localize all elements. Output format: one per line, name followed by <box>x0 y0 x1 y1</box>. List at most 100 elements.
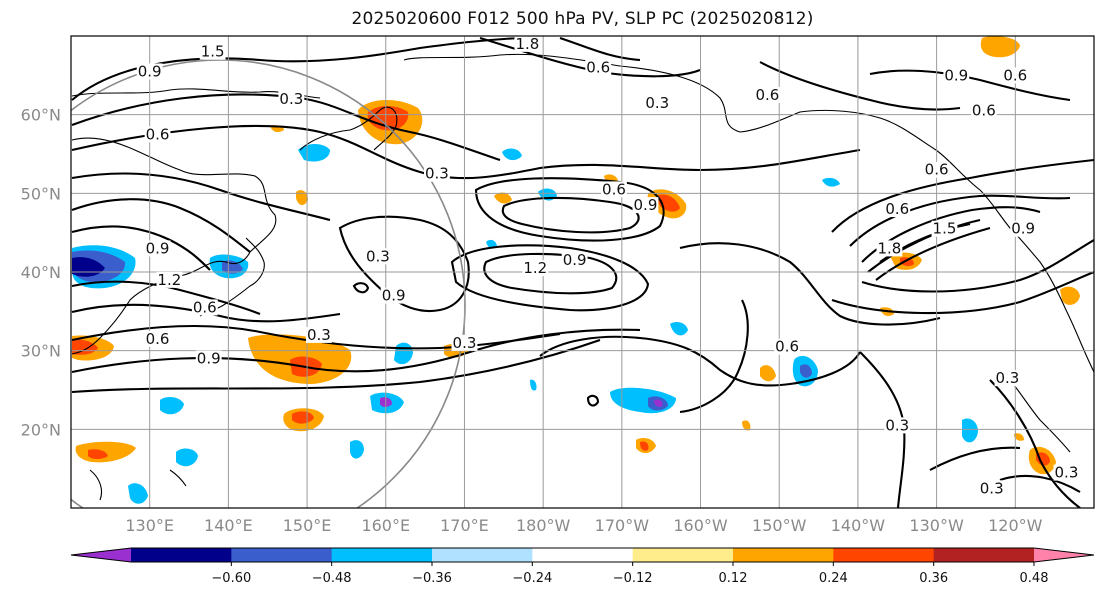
contour-label: 0.6 <box>586 58 610 76</box>
contour-label-bg <box>278 90 305 107</box>
colorbar-bin <box>432 548 533 562</box>
contour-label-bg <box>144 330 171 347</box>
contour-label: 0.6 <box>925 161 949 179</box>
contour-label: 0.3 <box>980 479 1004 497</box>
contour-label: 0.3 <box>645 94 669 112</box>
lat-tick-label: 60°N <box>21 106 61 125</box>
contour-label-bg <box>451 334 478 351</box>
contour-label-bg <box>1010 220 1037 237</box>
contour-label-bg <box>884 417 911 434</box>
contour-label-bg <box>644 94 671 111</box>
colorbar-bin <box>532 548 634 562</box>
contour-label-bg <box>943 67 970 84</box>
colorbar-extend-low <box>71 548 131 562</box>
contour-label-bg <box>199 43 226 60</box>
colorbar-tick-label: 0.12 <box>719 571 748 586</box>
contour-label-bg <box>923 161 950 178</box>
lat-tick-label: 20°N <box>21 420 61 439</box>
contour-label: 0.6 <box>775 338 799 356</box>
contour-labels: 1.50.90.30.60.30.60.91.2 0.90.30.91.20.90… <box>136 35 1080 497</box>
colorbar: −0.60 −0.48 −0.36 −0.24 −0.12 0.12 0.24 0.36 0.4… <box>70 547 1095 586</box>
contour-label: 0.6 <box>755 86 779 104</box>
contour-label: 0.3 <box>885 416 909 434</box>
lon-tick-label: 170°W <box>595 516 650 535</box>
contour-label: 0.6 <box>146 330 170 348</box>
lon-tick-label: 170°E <box>440 516 489 535</box>
contour-label: 0.3 <box>453 334 477 352</box>
lat-tick-label: 40°N <box>21 263 61 282</box>
contour-label: 1.2 <box>157 271 181 289</box>
contour-label: 1.5 <box>201 43 225 61</box>
lon-tick-label: 150°W <box>752 516 807 535</box>
lat-axis: 20°N 30°N 40°N 50°N 60°N <box>21 106 61 440</box>
colorbar-tick-label: −0.36 <box>412 571 452 586</box>
contour-label-bg <box>144 126 171 143</box>
contour-label: 0.9 <box>138 62 162 80</box>
contour-label: 0.6 <box>193 298 217 316</box>
contour-label-bg <box>754 87 781 103</box>
contour-label-bg <box>191 299 218 316</box>
contour-label: 0.9 <box>382 287 406 305</box>
colorbar-tick-label: 0.24 <box>819 571 848 586</box>
colorbar-bin <box>231 548 333 562</box>
contour-label: 0.6 <box>1003 66 1027 84</box>
colorbar-bin <box>632 548 734 562</box>
contour-label-bg <box>156 271 183 288</box>
colorbar-tick-label: 0.36 <box>919 571 948 586</box>
lon-tick-label: 160°E <box>361 516 410 535</box>
contour-label-bg <box>978 480 1005 497</box>
contour-label-bg <box>522 260 549 277</box>
colorbar-tick-label: −0.60 <box>211 571 251 586</box>
plot-frame <box>70 35 1095 509</box>
lon-axis: 130°E 140°E 150°E 160°E 170°E 180°W 170°W 160°W… <box>125 516 1042 535</box>
contour-label-bg <box>632 197 659 214</box>
lon-tick-label: 160°W <box>673 516 728 535</box>
lon-tick-label: 120°W <box>988 516 1043 535</box>
contour-label: 0.3 <box>1055 464 1079 482</box>
contour-label-bg <box>931 220 958 237</box>
contour-label-bg <box>774 338 801 355</box>
contour-label: 0.9 <box>634 196 658 214</box>
lon-tick-label: 150°E <box>283 516 332 535</box>
lat-tick-label: 50°N <box>21 184 61 203</box>
lon-tick-label: 140°E <box>204 516 253 535</box>
contour-label-bg <box>380 287 407 304</box>
colorbar-extend-high <box>1034 548 1094 562</box>
contour-label: 0.3 <box>996 369 1020 387</box>
contour-label: 1.5 <box>933 220 957 238</box>
colorbar-bin <box>331 548 433 562</box>
contour-label-bg <box>884 201 911 218</box>
contour-label: 0.9 <box>563 251 587 269</box>
contour-label-bg <box>423 165 450 182</box>
contour-label: 0.6 <box>972 102 996 120</box>
colorbar-tick-label: −0.48 <box>312 571 352 586</box>
colorbar-tick-label: −0.24 <box>512 571 552 586</box>
contour-label: 0.6 <box>885 200 909 218</box>
contour-label-bg <box>1002 67 1029 84</box>
contour-label-bg <box>136 63 163 80</box>
contour-label-bg <box>970 102 997 119</box>
colorbar-tick-label: 0.48 <box>1020 571 1049 586</box>
colorbar-bin <box>733 548 834 562</box>
contour-label-bg <box>876 240 903 257</box>
domain-circle <box>71 59 466 508</box>
contour-label-bg <box>601 181 627 198</box>
colorbar-outline <box>70 547 1095 563</box>
contour-label-bg <box>561 252 588 269</box>
colorbar-bin <box>933 548 1035 562</box>
contour-label: 0.3 <box>279 90 303 108</box>
lon-tick-label: 180°W <box>516 516 571 535</box>
contour-label-bg <box>1053 464 1080 481</box>
gridlines <box>71 36 1094 508</box>
lon-tick-label: 130°W <box>909 516 964 535</box>
contour-label-bg <box>585 59 612 76</box>
contour-label-bg <box>144 240 171 257</box>
contour-label: 0.6 <box>602 180 626 198</box>
contour-label: 0.3 <box>307 326 331 344</box>
contour-label: 0.9 <box>197 350 221 368</box>
pv-anomaly-shading <box>72 36 1080 504</box>
contour-label: 0.3 <box>425 165 449 183</box>
contour-label: 0.9 <box>146 239 170 257</box>
colorbar-bin <box>833 548 935 562</box>
colorbar-bin <box>131 548 232 562</box>
